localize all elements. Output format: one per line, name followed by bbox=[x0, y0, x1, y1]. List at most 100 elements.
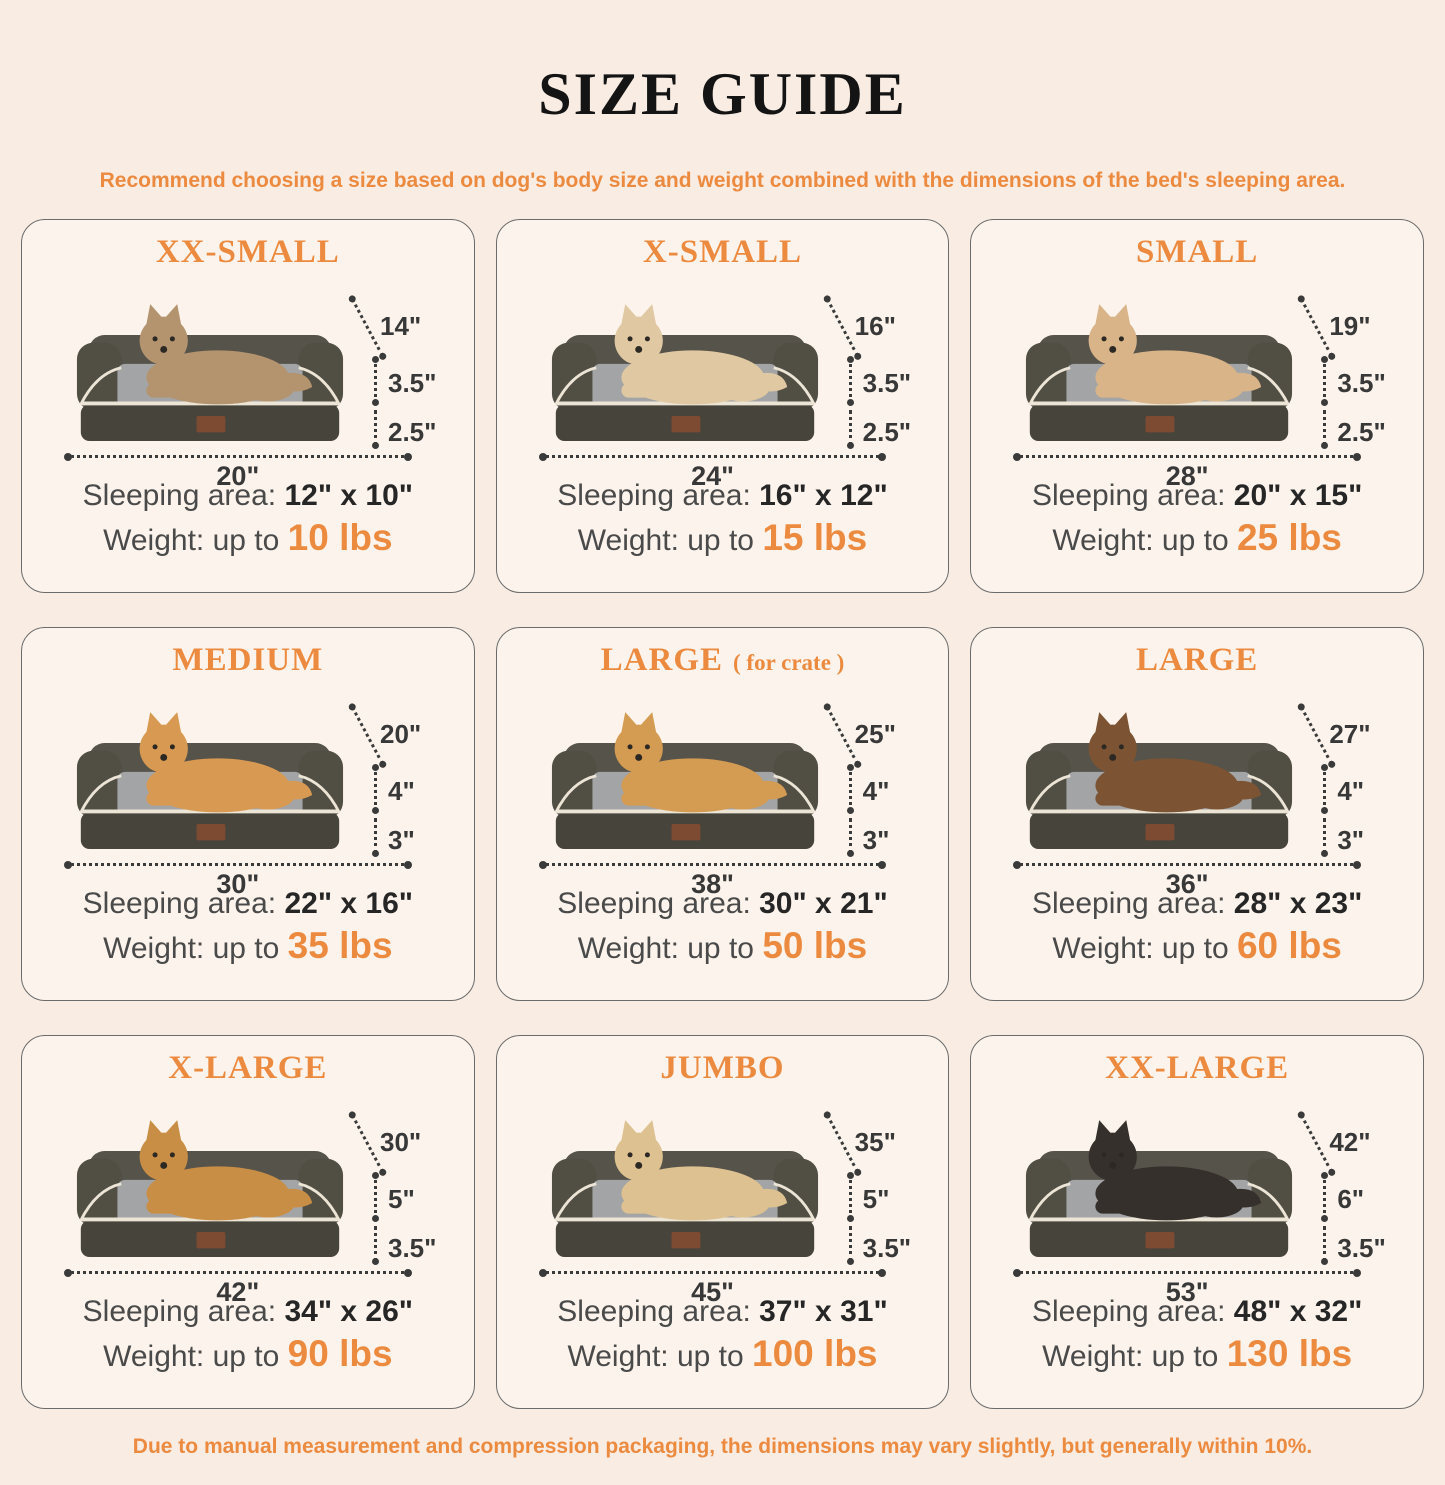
pet-haunch bbox=[1190, 372, 1245, 402]
bed-piping-right bbox=[298, 1182, 341, 1222]
length-measure-line bbox=[64, 861, 412, 870]
bed-piping-left bbox=[79, 366, 122, 406]
size-name: SMALL bbox=[1135, 234, 1259, 271]
length-measure-line bbox=[1013, 861, 1361, 870]
bolster-height-measure-line bbox=[1321, 764, 1329, 815]
pet-head bbox=[139, 725, 188, 774]
length-measure-line bbox=[64, 1269, 412, 1278]
length-measure: 24" bbox=[538, 453, 886, 492]
pet-front-legs bbox=[621, 383, 676, 399]
base-height-dimension-label: 2.5" bbox=[862, 417, 912, 448]
size-card-details: Sleeping area: 12" x 10" Weight: up to 1… bbox=[22, 479, 474, 559]
length-measure: 30" bbox=[64, 861, 412, 900]
weight-value: 130 lbs bbox=[1226, 1333, 1353, 1375]
pet-head bbox=[139, 317, 188, 366]
weight-label: Weight: up to bbox=[103, 1340, 280, 1374]
pet-front-legs bbox=[146, 383, 201, 399]
depth-dimension-label: 19" bbox=[1329, 311, 1371, 342]
bed-piping-left bbox=[79, 774, 122, 814]
pet-eye-right bbox=[644, 744, 650, 750]
bolster-height-dimension-label: 4" bbox=[1337, 776, 1365, 807]
bed-graphic bbox=[76, 712, 344, 850]
size-card-title: LARGE bbox=[971, 642, 1423, 679]
size-grid: XX-SMALL bbox=[0, 193, 1445, 1410]
bolster-height-dimension-label: 4" bbox=[388, 776, 415, 807]
sleeping-area-label: Sleeping area: bbox=[1031, 479, 1226, 513]
size-card: MEDIUM bbox=[21, 627, 475, 1002]
sleeping-area-line: Sleeping area: 12" x 10" bbox=[22, 479, 474, 513]
pet-nose bbox=[1109, 1162, 1117, 1170]
size-card-details: Sleeping area: 16" x 12" Weight: up to 1… bbox=[497, 479, 949, 559]
pet-left-ear bbox=[1094, 304, 1115, 330]
weight-label: Weight: up to bbox=[1052, 932, 1229, 966]
pet-head bbox=[1088, 1133, 1138, 1182]
bed-graphic bbox=[551, 1120, 818, 1258]
pet-head bbox=[614, 317, 663, 366]
pet-nose bbox=[160, 1162, 168, 1170]
pet-nose bbox=[634, 1162, 642, 1170]
length-dimension-label: 36" bbox=[1165, 869, 1209, 900]
sleeping-area-value: 12" x 10" bbox=[284, 479, 414, 513]
pet-head bbox=[1088, 725, 1138, 774]
pet-right-ear bbox=[1111, 712, 1132, 738]
sleeping-area-line: Sleeping area: 20" x 15" bbox=[971, 479, 1423, 513]
bolster-height-measure-line bbox=[846, 764, 854, 815]
size-card-details: Sleeping area: 20" x 15" Weight: up to 2… bbox=[971, 479, 1423, 559]
length-measure: 53" bbox=[1013, 1269, 1361, 1308]
pet-eye-right bbox=[1119, 1152, 1125, 1158]
size-name: JUMBO bbox=[660, 1050, 785, 1087]
sleeping-area-line: Sleeping area: 28" x 23" bbox=[971, 887, 1423, 921]
depth-dimension-label: 14" bbox=[380, 311, 422, 342]
size-card: SMALL bbox=[970, 219, 1424, 594]
base-height-dimension-label: 2.5" bbox=[388, 417, 437, 448]
weight-value: 90 lbs bbox=[287, 1333, 393, 1375]
bed-illustration: 35" 5" 3.5" 45" bbox=[497, 1087, 949, 1307]
bed-piping-left bbox=[554, 1182, 597, 1222]
bed-piping-right bbox=[298, 774, 341, 814]
pet-eye-right bbox=[644, 1152, 650, 1158]
sleeping-area-value: 20" x 15" bbox=[1233, 479, 1363, 513]
size-card: XX-LARGE bbox=[970, 1035, 1424, 1410]
sleeping-area-value: 28" x 23" bbox=[1233, 887, 1363, 921]
length-dimension-label: 28" bbox=[1165, 461, 1209, 492]
sleeping-area-line: Sleeping area: 37" x 31" bbox=[497, 1295, 949, 1329]
size-card-title: MEDIUM bbox=[22, 642, 474, 679]
pet-nose bbox=[160, 754, 168, 762]
pet-nose bbox=[160, 346, 168, 354]
length-measure: 28" bbox=[1013, 453, 1361, 492]
length-dimension-label: 38" bbox=[691, 869, 734, 900]
pet-left-ear bbox=[620, 304, 641, 330]
pet-nose bbox=[1109, 754, 1117, 762]
bolster-height-measure-line bbox=[372, 1172, 379, 1223]
bed-piping-right bbox=[1247, 366, 1290, 406]
base-height-measure-line bbox=[372, 818, 379, 858]
pet-silhouette bbox=[614, 712, 787, 813]
size-card-title: X-SMALL bbox=[497, 234, 949, 271]
pet-haunch bbox=[1190, 1188, 1245, 1218]
bolster-height-dimension-label: 3.5" bbox=[388, 368, 437, 399]
depth-dimension-label: 27" bbox=[1329, 719, 1371, 750]
sleeping-area-label: Sleeping area: bbox=[82, 479, 277, 513]
bed-graphic bbox=[551, 712, 818, 850]
size-card-details: Sleeping area: 22" x 16" Weight: up to 3… bbox=[22, 887, 474, 967]
sleeping-area-label: Sleeping area: bbox=[557, 1295, 751, 1329]
bolster-height-dimension-label: 5" bbox=[862, 1184, 890, 1215]
pet-right-ear bbox=[636, 712, 657, 738]
sleeping-area-value: 16" x 12" bbox=[759, 479, 888, 513]
sleeping-area-value: 34" x 26" bbox=[284, 1295, 414, 1329]
weight-label: Weight: up to bbox=[103, 524, 280, 558]
bed-brand-patch bbox=[196, 416, 226, 433]
pet-front-legs bbox=[1095, 791, 1150, 807]
length-measure-line bbox=[1013, 1269, 1361, 1278]
bed-illustration: 25" 4" 3" 38" bbox=[497, 679, 949, 899]
bed-piping-right bbox=[772, 1182, 816, 1222]
sleeping-area-line: Sleeping area: 30" x 21" bbox=[497, 887, 949, 921]
pet-eye-left bbox=[1101, 1152, 1107, 1158]
size-name: LARGE bbox=[1135, 642, 1259, 679]
bolster-height-measure-line bbox=[846, 1172, 854, 1223]
pet-silhouette bbox=[1088, 304, 1262, 405]
depth-dimension-label: 35" bbox=[854, 1127, 896, 1158]
size-card-title: XX-SMALL bbox=[22, 234, 474, 271]
pet-eye-right bbox=[1119, 744, 1125, 750]
size-card-title: LARGE ( for crate ) bbox=[497, 642, 949, 679]
